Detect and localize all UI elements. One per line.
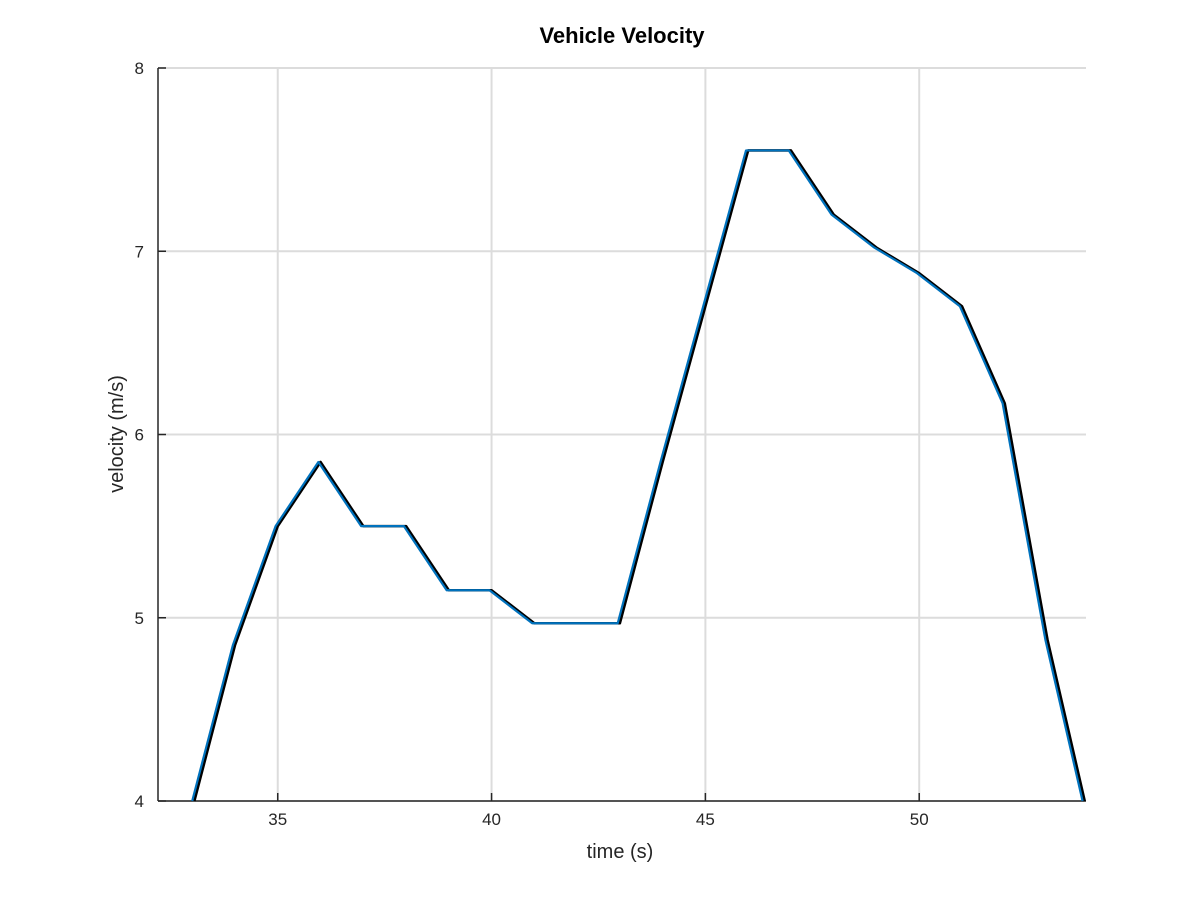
- y-tick-label: 6: [135, 426, 144, 445]
- y-tick-label: 8: [135, 59, 144, 78]
- chart-title: Vehicle Velocity: [539, 23, 705, 48]
- y-axis-label: velocity (m/s): [106, 375, 128, 493]
- y-tick-label: 4: [135, 792, 144, 811]
- axes: [157, 67, 1086, 802]
- x-tick-label: 45: [696, 810, 715, 829]
- y-tick-label: 7: [135, 242, 144, 261]
- y-tick-label: 5: [135, 609, 144, 628]
- series-line-1: [193, 149, 1086, 802]
- x-tick-label: 35: [268, 810, 287, 829]
- series-line-2: [191, 149, 1084, 802]
- x-tick-label: 40: [482, 810, 501, 829]
- x-tick-label: 50: [910, 810, 929, 829]
- series: [191, 149, 1086, 802]
- x-axis-label: time (s): [587, 841, 654, 863]
